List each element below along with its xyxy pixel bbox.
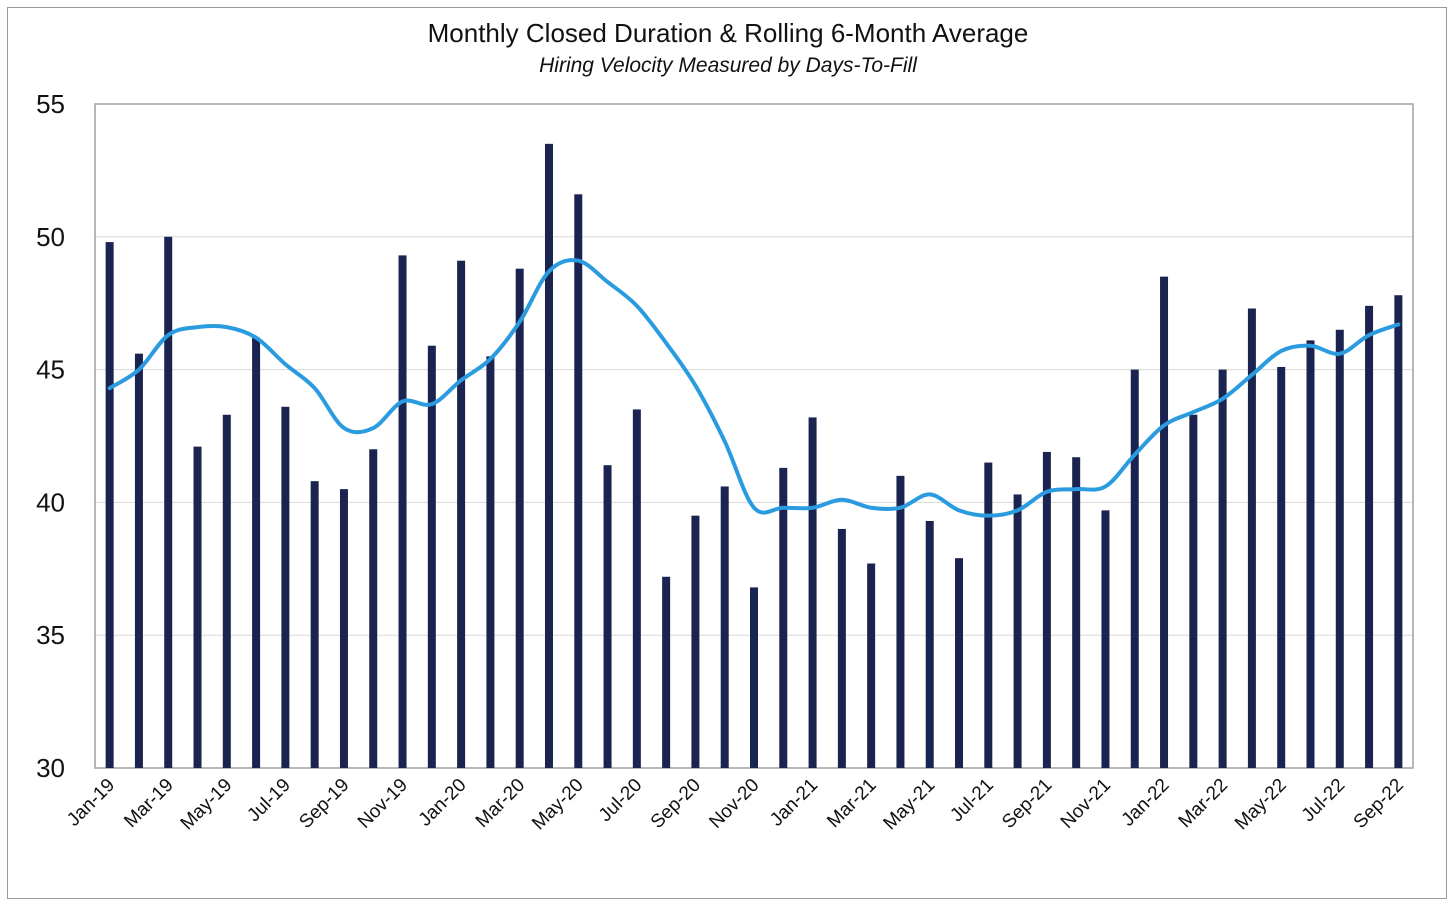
- bar: [515, 268, 524, 768]
- x-tick-label: Jan-20: [415, 775, 471, 831]
- bar: [1218, 369, 1227, 768]
- bar: [1306, 340, 1315, 768]
- y-tick-label: 50: [36, 222, 65, 252]
- bar: [1365, 305, 1374, 768]
- bar: [603, 465, 612, 768]
- gridlines: [95, 236, 1413, 636]
- x-tick-label: Mar-19: [120, 775, 177, 832]
- y-tick-label: 30: [36, 753, 65, 783]
- x-tick-label: Mar-20: [472, 775, 529, 832]
- x-tick-label: May-20: [528, 775, 588, 835]
- x-tick-label: Nov-21: [1057, 775, 1115, 833]
- bar: [1277, 366, 1286, 768]
- bar: [750, 587, 758, 768]
- bar: [955, 558, 964, 768]
- x-tick-label: Mar-21: [823, 775, 880, 832]
- bar: [808, 417, 817, 768]
- bar: [164, 236, 173, 769]
- bar: [544, 143, 553, 769]
- bar: [105, 242, 114, 768]
- bar: [193, 446, 202, 768]
- x-tick-label: Jan-21: [766, 775, 822, 831]
- y-tick-label: 40: [36, 487, 65, 517]
- x-tick-label: May-19: [177, 775, 237, 835]
- bar: [369, 449, 378, 768]
- chart-title: Monthly Closed Duration & Rolling 6-Mont…: [427, 18, 1029, 48]
- x-tick-label: Nov-19: [354, 775, 412, 833]
- x-tick-label: Jul-22: [1298, 775, 1349, 826]
- bar: [1189, 414, 1198, 768]
- bar: [457, 260, 466, 768]
- bar: [1394, 295, 1403, 768]
- y-axis: 30 35 40 45 50 55: [36, 89, 65, 783]
- x-tick-label: Sep-19: [295, 775, 353, 833]
- bar: [1101, 510, 1110, 768]
- x-tick-label: Sep-22: [1350, 775, 1408, 833]
- x-tick-label: Mar-22: [1175, 775, 1232, 832]
- bar: [222, 414, 231, 768]
- bar: [310, 481, 319, 768]
- bar-series: [105, 143, 1403, 769]
- bar: [896, 475, 905, 768]
- bar: [398, 255, 407, 769]
- bar: [1247, 308, 1256, 768]
- bar: [574, 194, 583, 768]
- x-tick-label: May-21: [880, 775, 940, 835]
- x-tick-label: Jul-20: [595, 775, 646, 826]
- bar: [486, 356, 495, 768]
- x-tick-label: Jan-19: [63, 775, 119, 831]
- rolling-average-line: [107, 258, 1401, 518]
- x-tick-label: Jan-22: [1118, 775, 1174, 831]
- x-tick-label: Jul-19: [243, 775, 294, 826]
- bar: [1335, 329, 1344, 768]
- bar: [427, 345, 436, 768]
- x-tick-label: Sep-21: [998, 775, 1056, 833]
- bar: [1130, 369, 1139, 768]
- bar: [1072, 457, 1081, 768]
- bar: [720, 486, 729, 768]
- y-tick-label: 45: [36, 355, 65, 385]
- bar: [837, 528, 846, 768]
- chart-subtitle: Hiring Velocity Measured by Days-To-Fill: [539, 54, 917, 77]
- bar: [134, 353, 143, 768]
- bar: [984, 462, 993, 768]
- bar: [925, 520, 934, 768]
- y-tick-label: 35: [36, 620, 65, 650]
- x-tick-label: Jul-21: [946, 775, 997, 826]
- bar: [1160, 276, 1169, 768]
- bar: [281, 406, 290, 768]
- y-tick-label: 55: [36, 89, 65, 119]
- x-tick-label: Sep-20: [647, 775, 705, 833]
- bar: [1042, 451, 1051, 768]
- bar: [779, 467, 788, 768]
- bar: [691, 515, 700, 768]
- bar: [1013, 494, 1022, 768]
- bar: [867, 563, 876, 768]
- x-tick-label: Nov-20: [705, 775, 763, 833]
- bar: [632, 409, 641, 768]
- bar: [252, 337, 261, 768]
- bar: [662, 576, 671, 768]
- bar: [339, 489, 348, 768]
- x-tick-label: May-22: [1231, 775, 1291, 835]
